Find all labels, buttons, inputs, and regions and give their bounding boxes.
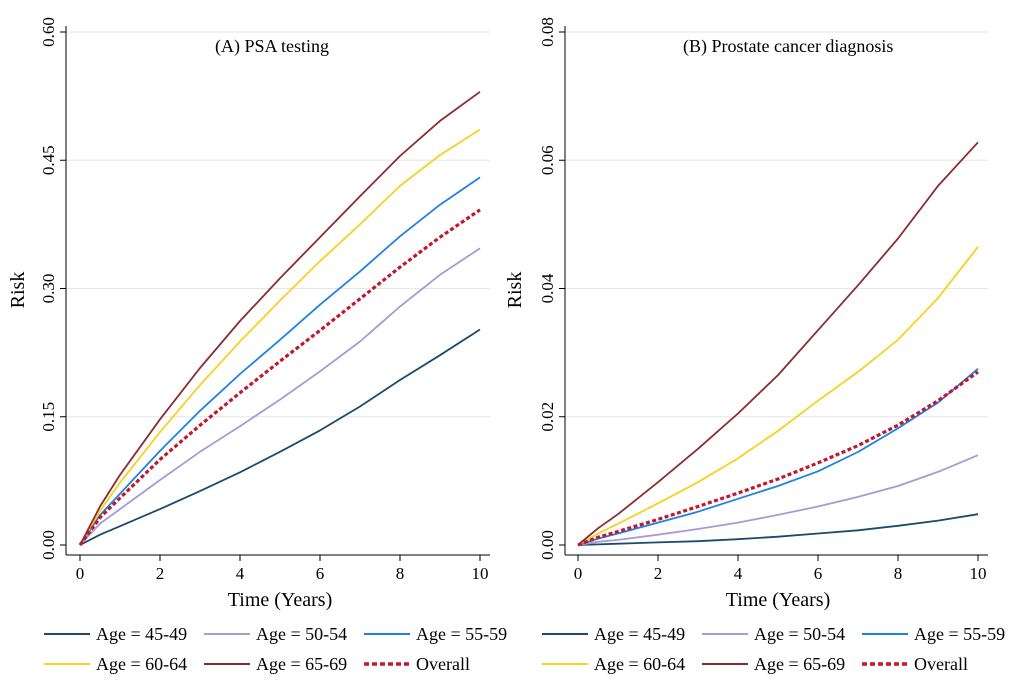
series-line-age-55-59 <box>79 176 481 546</box>
x-tick-label: 2 <box>156 564 165 583</box>
x-tick-label: 4 <box>236 564 245 583</box>
x-tick-label: 4 <box>734 564 743 583</box>
y-tick-label: 0.60 <box>39 17 58 47</box>
x-tick-label: 0 <box>574 564 583 583</box>
x-tick-label: 8 <box>894 564 903 583</box>
legend-label: Overall <box>914 654 968 674</box>
y-axis-title: Risk <box>7 272 29 309</box>
series-line-age-55-59 <box>577 368 979 546</box>
legend-label: Age = 60-64 <box>96 654 187 674</box>
y-tick-label: 0.30 <box>39 274 58 304</box>
x-axis-title: Time (Years) <box>726 589 830 611</box>
y-tick-label: 0.04 <box>538 273 557 303</box>
series-line-age-65-69 <box>577 141 979 546</box>
legend-label: Age = 55-59 <box>416 624 507 644</box>
y-tick-label: 0.00 <box>538 530 557 560</box>
series-line-age-60-64 <box>79 128 481 546</box>
x-tick-label: 2 <box>654 564 663 583</box>
panel-title: (A) PSA testing <box>215 36 329 57</box>
legend-label: Age = 60-64 <box>594 654 685 674</box>
y-tick-label: 0.02 <box>538 402 557 432</box>
series-line-age-50-54 <box>79 247 481 546</box>
series-line-age-65-69 <box>79 91 481 546</box>
x-axis-title: Time (Years) <box>228 589 332 611</box>
series-line-overall <box>78 208 481 546</box>
y-tick-label: 0.06 <box>538 145 557 175</box>
panel-a: 0.00 0.15 0.30 0.45 0.60 0 2 4 6 8 10 Time (Years) R… <box>7 17 507 674</box>
series-line-overall <box>577 370 979 547</box>
x-tick-label: 8 <box>396 564 405 583</box>
x-tick-label: 10 <box>970 564 987 583</box>
legend-label: Age = 50-54 <box>256 624 347 644</box>
y-tick-label: 0.00 <box>39 530 58 560</box>
legend-label: Overall <box>416 654 470 674</box>
legend-label: Age = 65-69 <box>754 654 845 674</box>
legend-label: Age = 45-49 <box>594 624 685 644</box>
x-tick-label: 0 <box>76 564 85 583</box>
panel-b: 0.00 0.02 0.04 0.06 0.08 0 2 4 6 8 10 Time (Years) R… <box>504 17 1005 674</box>
legend-label: Age = 45-49 <box>96 624 187 644</box>
legend-label: Age = 50-54 <box>754 624 845 644</box>
y-axis-title: Risk <box>504 272 526 309</box>
series-line-age-60-64 <box>577 246 979 546</box>
series-line-age-50-54 <box>577 454 979 546</box>
x-tick-label: 10 <box>472 564 489 583</box>
legend-label: Age = 65-69 <box>256 654 347 674</box>
panel-title: (B) Prostate cancer diagnosis <box>683 36 893 57</box>
x-tick-label: 6 <box>814 564 823 583</box>
series-line-age-45-49 <box>79 328 481 546</box>
x-tick-label: 6 <box>316 564 325 583</box>
y-tick-label: 0.15 <box>39 402 58 432</box>
legend-label: Age = 55-59 <box>914 624 1005 644</box>
y-tick-label: 0.45 <box>39 145 58 175</box>
y-tick-label: 0.08 <box>538 17 557 47</box>
series-line-age-45-49 <box>577 513 979 546</box>
